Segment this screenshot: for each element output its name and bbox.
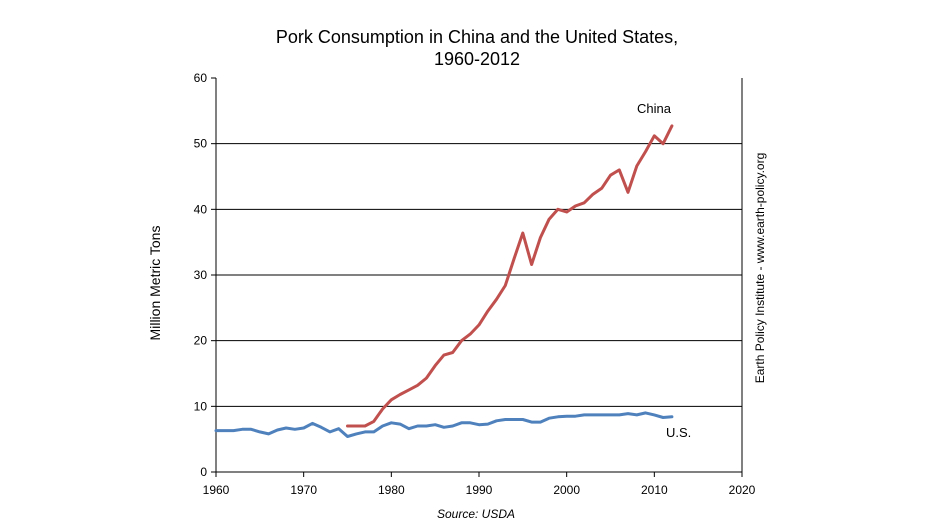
- y-tick-label-50: 50: [194, 137, 208, 151]
- series-label-china: China: [637, 101, 672, 116]
- chart-title: Pork Consumption in China and the United…: [276, 27, 678, 47]
- x-tick-label-1980: 1980: [378, 483, 405, 497]
- series-label-us: U.S.: [666, 425, 691, 440]
- data-series: [214, 124, 674, 438]
- x-tick-label-2010: 2010: [641, 483, 668, 497]
- chart-subtitle: 1960-2012: [434, 49, 520, 69]
- y-tick-label-40: 40: [194, 202, 208, 216]
- earth-policy-watermark: Earth Policy Institute - www.earth-polic…: [753, 153, 767, 384]
- y-tick-labels: 0 10 20 30 40 50 60: [194, 71, 216, 479]
- y-tick-label-30: 30: [194, 268, 208, 282]
- y-axis-label: Million Metric Tons: [147, 226, 163, 341]
- x-tick-label-1970: 1970: [290, 483, 317, 497]
- x-tick-label-2020: 2020: [729, 483, 756, 497]
- y-tick-label-20: 20: [194, 334, 208, 348]
- gridlines: [216, 143, 742, 407]
- x-tick-label-1990: 1990: [466, 483, 493, 497]
- x-tick-labels: 1960 1970 1980 1990 2000 2010 2020: [203, 471, 756, 497]
- y-tick-label-60: 60: [194, 71, 208, 85]
- x-tick-label-2000: 2000: [553, 483, 580, 497]
- y-tick-label-10: 10: [194, 399, 208, 413]
- y-tick-label-0: 0: [200, 465, 207, 479]
- series-line-us: [214, 411, 674, 438]
- x-tick-label-1960: 1960: [203, 483, 230, 497]
- series-line-china: [346, 124, 674, 428]
- source-note: Source: USDA: [437, 507, 515, 521]
